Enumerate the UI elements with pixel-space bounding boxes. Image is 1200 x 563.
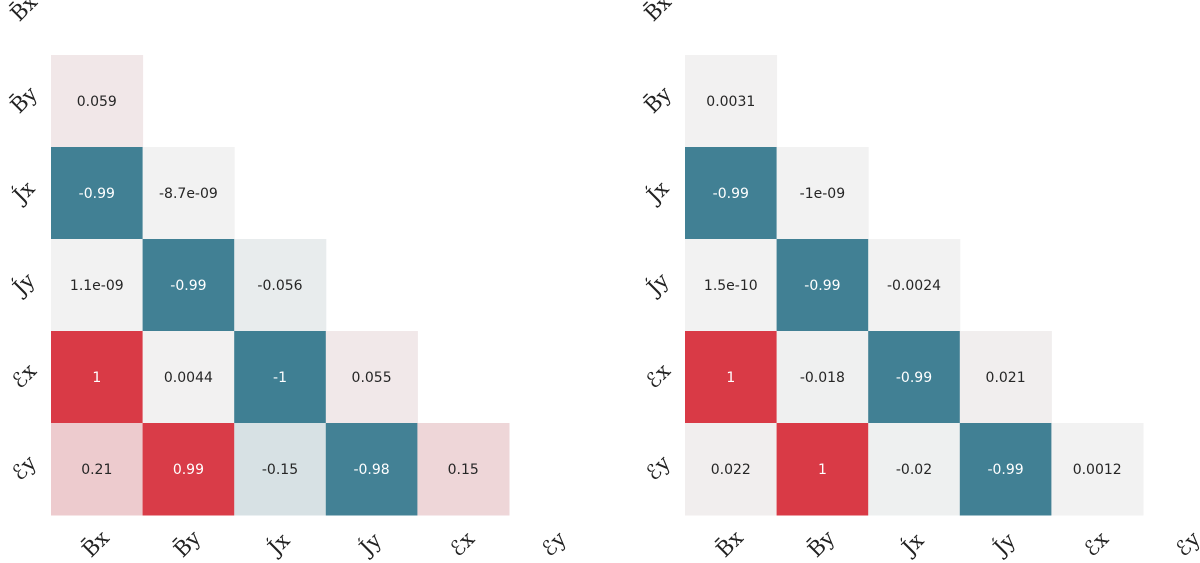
column-tick-label: ℰx [445,527,479,561]
cell-value-label: -0.98 [353,462,389,478]
row-tick-label: B̄x [5,0,42,26]
column-tick-label: B̄x [711,525,748,562]
heatmap-cell [685,55,778,148]
heatmap-cell [51,239,144,332]
cell-value-label: 1 [726,370,735,386]
row-tick-label: J́y [641,268,674,301]
cell-value-label: -0.99 [804,278,840,294]
cell-value-label: -8.7e-09 [159,186,218,202]
column-tick-label: J́x [896,528,929,561]
heatmap-cell [868,423,961,516]
heatmap-cell [51,331,144,424]
cell-value-label: 0.055 [352,370,392,386]
cell-value-label: 1.5e-10 [704,278,758,294]
column-tick-label: ℰy [537,527,571,561]
heatmap-cell [51,423,144,516]
cell-value-label: -0.99 [896,370,932,386]
row-tick-label: J́y [7,268,40,301]
cell-value-label: 0.99 [173,462,204,478]
cell-value-label: 1 [818,462,827,478]
heatmap-cell [234,239,327,332]
column-tick-label: B̄y [803,525,840,562]
heatmap-cell [1051,423,1144,516]
heatmap-cell [51,147,144,240]
cell-value-label: 0.0012 [1073,462,1122,478]
cell-value-label: 1 [92,370,101,386]
column-tick-label: B̄y [169,525,206,562]
heatmap-cell [959,331,1052,424]
heatmap-cell [685,239,778,332]
cell-value-label: 0.15 [448,462,479,478]
cell-value-label: 0.0044 [164,370,213,386]
cell-value-label: -0.15 [262,462,298,478]
heatmap-cell [868,331,961,424]
heatmap-cell [868,239,961,332]
heatmap-cell [142,331,235,424]
column-tick-label: ℰx [1079,527,1113,561]
cell-value-label: 0.21 [81,462,112,478]
column-tick-label: J́x [262,528,295,561]
heatmap-cell [776,331,869,424]
cell-value-label: -0.056 [257,278,302,294]
cell-value-label: 1.1e-09 [70,278,124,294]
row-tick-label: ℰy [641,451,675,485]
heatmap-cell [142,239,235,332]
row-tick-label: B̄x [639,0,676,26]
column-tick-label: ℰy [1171,527,1200,561]
row-tick-label: ℰy [7,451,41,485]
heatmap-cell [142,423,235,516]
column-tick-label: B̄x [77,525,114,562]
heatmap-cell [417,423,510,516]
heatmap-cell [142,147,235,240]
row-tick-label: J́x [7,176,40,209]
heatmap-cell [234,423,327,516]
column-tick-label: J́y [353,528,386,561]
heatmap-cell [776,239,869,332]
heatmap-panel-left: 0.059 -0.99 -8.7e-09 1.1e-09 -0.99 -0.056 1 0.0… [5,0,571,562]
heatmap-cell [51,55,144,148]
row-tick-label: ℰx [641,359,675,393]
cell-value-label: -0.99 [170,278,206,294]
heatmap-cell [234,331,327,424]
cell-value-label: -0.99 [987,462,1023,478]
heatmap-cell [685,147,778,240]
cell-value-label: -1e-09 [800,186,845,202]
heatmap-cell [776,147,869,240]
cell-value-label: -0.99 [79,186,115,202]
cell-value-label: -0.018 [800,370,845,386]
heatmap-panel-right: 0.0031 -0.99 -1e-09 1.5e-10 -0.99 -0.0024 1 -0.… [639,0,1200,562]
row-tick-label: ℰx [7,359,41,393]
row-tick-label: J́x [641,176,674,209]
row-tick-label: B̄y [5,81,42,118]
heatmap-cell [685,423,778,516]
column-tick-label: J́y [987,528,1020,561]
heatmap-cell [776,423,869,516]
cell-value-label: 0.022 [711,462,751,478]
heatmap-cell [685,331,778,424]
cell-value-label: 0.0031 [706,94,755,110]
row-tick-label: B̄y [639,81,676,118]
heatmap-cell [325,331,418,424]
cell-value-label: -0.0024 [887,278,941,294]
heatmap-cell [959,423,1052,516]
cell-value-label: -0.99 [713,186,749,202]
cell-value-label: -0.02 [896,462,932,478]
cell-value-label: 0.021 [986,370,1026,386]
cell-value-label: 0.059 [77,94,117,110]
heatmap-cell [325,423,418,516]
cell-value-label: -1 [273,370,287,386]
